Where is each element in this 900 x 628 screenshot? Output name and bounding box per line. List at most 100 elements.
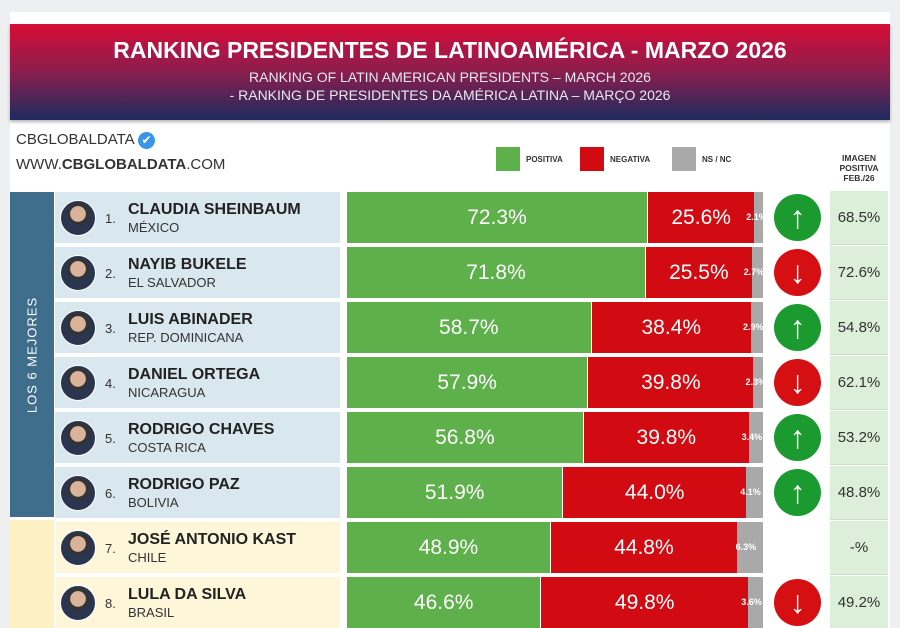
legend-label-negative: NEGATIVA (610, 154, 651, 164)
bar-positive (347, 247, 645, 298)
bar-negative-label: 44.8% (614, 536, 674, 559)
feb-positive-value: -% (830, 521, 888, 575)
president-name: NAYIB BUKELE (128, 256, 247, 273)
president-avatar (60, 255, 96, 291)
bar-nsnc (750, 302, 763, 353)
bar-nsnc (736, 522, 763, 573)
bar-negative-label: 39.8% (641, 371, 701, 394)
feb-positive-value: 54.8% (830, 301, 888, 355)
subtitle-pt: - RANKING DE PRESIDENTES DA AMÉRICA LATI… (229, 87, 671, 103)
bar-positive-label: 46.6% (413, 591, 474, 614)
feb-positive-value: 53.2% (830, 411, 888, 465)
country: BOLIVIA (128, 495, 179, 510)
feb-positive-value: 48.8% (830, 466, 888, 520)
president-panel: 3. LUIS ABINADER REP. DOMINICANA (55, 302, 340, 353)
bar-negative-label: 44.0% (624, 481, 685, 504)
arrow-down-icon: ↓ (774, 249, 821, 296)
bar-negative-label: 25.6% (671, 206, 731, 229)
bar-nsnc (748, 577, 763, 628)
president-panel: 7. JOSÉ ANTONIO KAST CHILE (55, 522, 340, 573)
bar-nsnc-label: 6.3% (735, 542, 757, 552)
bar-negative (588, 357, 754, 408)
site-prefix: WWW. (16, 156, 62, 173)
arrow-up-icon: ↑ (774, 469, 821, 516)
president-avatar (60, 420, 96, 456)
bar-negative-label: 38.4% (641, 316, 702, 339)
arrow-down-icon: ↓ (774, 359, 821, 406)
legend-nsnc: NS / NC (672, 147, 731, 171)
legend-swatch-negative (580, 147, 604, 171)
president-avatar (60, 200, 96, 236)
arrow-up-icon: ↑ (774, 414, 821, 461)
legend-swatch-positive (496, 147, 520, 171)
bar-negative (583, 412, 749, 463)
bar-negative-label: 49.8% (614, 591, 675, 614)
president-name: RODRIGO PAZ (128, 476, 240, 493)
bar-negative-label: 25.5% (669, 261, 729, 284)
country: CHILE (128, 550, 167, 565)
rank: 6. (105, 486, 116, 501)
arrow-down-icon: ↓ (774, 579, 821, 626)
bar-nsnc-label: 3.4% (741, 432, 763, 442)
bar-negative (591, 302, 751, 353)
title: RANKING PRESIDENTES DE LATINOAMÉRICA - M… (113, 37, 787, 63)
president-name: RODRIGO CHAVES (128, 421, 275, 438)
bar-positive (347, 577, 541, 628)
bar-positive (347, 467, 563, 518)
bar-positive-label: 51.9% (424, 481, 485, 504)
country: REP. DOMINICANA (128, 330, 244, 345)
site-suffix: .COM (186, 156, 226, 173)
president-name: DANIEL ORTEGA (128, 366, 261, 383)
country: BRASIL (128, 605, 175, 620)
president-avatar (60, 585, 96, 621)
country: NICARAGUA (128, 385, 206, 400)
bar-positive (347, 522, 550, 573)
verified-icon: ✔ (138, 131, 155, 149)
country: COSTA RICA (128, 440, 206, 455)
country: MÉXICO (128, 220, 180, 235)
ranking-row: 3. LUIS ABINADER REP. DOMINICANA 58.7% 38.… (0, 301, 900, 355)
ranking-row: 5. RODRIGO CHAVES COSTA RICA 56.8% 39.8% 3.… (0, 411, 900, 465)
bar-negative (648, 192, 755, 243)
president-panel: 8. LULA DA SILVA BRASIL (55, 577, 340, 628)
top-group-band: LOS 6 MEJORES (10, 192, 54, 517)
legend-swatch-nsnc (672, 147, 696, 171)
feb-positive-value: 49.2% (830, 576, 888, 628)
legend-label-positive: POSITIVA (526, 154, 563, 164)
country: EL SALVADOR (128, 275, 216, 290)
bar-positive-label: 72.3% (467, 206, 527, 229)
rank: 1. (105, 211, 116, 226)
feb-positive-value: 72.6% (830, 246, 888, 300)
president-name: CLAUDIA SHEINBAUM (128, 201, 301, 218)
bar-nsnc (754, 192, 763, 243)
brand-name: CBGLOBALDATA ✔ (16, 131, 155, 149)
website: WWW.CBGLOBALDATA.COM (16, 156, 225, 173)
bar-positive (347, 412, 583, 463)
feb-positive-value: 62.1% (830, 356, 888, 410)
ranking-row: 8. LULA DA SILVA BRASIL 46.6% 49.8% 3.6% ↓ 49… (0, 576, 900, 628)
rank: 3. (105, 321, 116, 336)
bar-positive-label: 57.9% (437, 371, 497, 394)
president-name: LULA DA SILVA (128, 586, 247, 603)
president-avatar (60, 365, 96, 401)
rank: 2. (105, 266, 116, 281)
legend-label-nsnc: NS / NC (702, 154, 732, 164)
feb-positive-value: 68.5% (830, 191, 888, 245)
president-panel: 5. RODRIGO CHAVES COSTA RICA (55, 412, 340, 463)
bar-negative (550, 522, 737, 573)
bar-nsnc (748, 412, 763, 463)
bar-positive (347, 302, 591, 353)
bar-nsnc-label: 4.1% (740, 487, 761, 497)
ranking-row: 4. DANIEL ORTEGA NICARAGUA 57.9% 39.8% 2.3%… (0, 356, 900, 410)
president-panel: 6. RODRIGO PAZ BOLIVIA (55, 467, 340, 518)
bar-nsnc-label: 2.9% (742, 322, 764, 332)
bar-negative (645, 247, 752, 298)
bar-nsnc (751, 247, 763, 298)
bar-nsnc (753, 357, 763, 408)
president-panel: 4. DANIEL ORTEGA NICARAGUA (55, 357, 340, 408)
ranking-row: 6. RODRIGO PAZ BOLIVIA 51.9% 44.0% 4.1% ↑ 48.… (0, 466, 900, 520)
president-avatar (60, 475, 96, 511)
bar-nsnc-label: 2.7% (743, 267, 765, 277)
rank: 7. (105, 541, 116, 556)
bar-nsnc-label: 2.3% (745, 377, 766, 387)
